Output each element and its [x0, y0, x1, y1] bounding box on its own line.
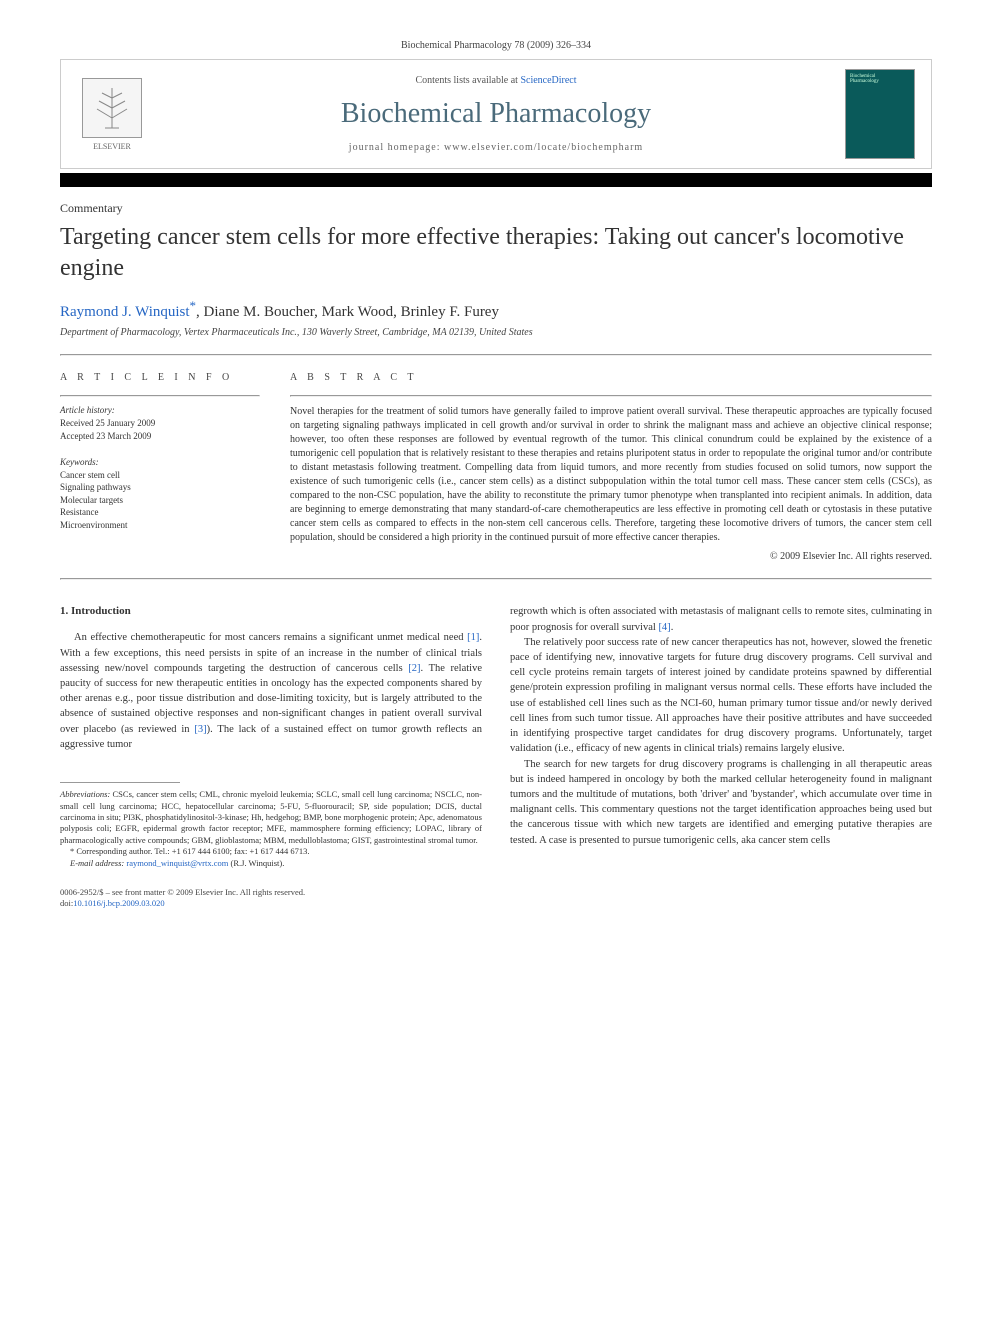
body-paragraph: An effective chemotherapeutic for most c… [60, 630, 482, 752]
front-matter-line: 0006-2952/$ – see front matter © 2009 El… [60, 887, 932, 898]
sciencedirect-link[interactable]: ScienceDirect [520, 75, 576, 86]
keyword: Signaling pathways [60, 481, 260, 494]
section-heading: 1. Introduction [60, 604, 482, 620]
journal-banner: ELSEVIER Contents lists available at Sci… [60, 59, 932, 169]
running-header: Biochemical Pharmacology 78 (2009) 326–3… [60, 40, 932, 51]
ref-link[interactable]: [1] [467, 632, 479, 643]
body-paragraph: The search for new targets for drug disc… [510, 757, 932, 848]
keyword: Molecular targets [60, 494, 260, 507]
history-label: Article history: [60, 405, 260, 415]
corresponding-author[interactable]: Raymond J. Winquist [60, 304, 190, 320]
homepage-link[interactable]: www.elsevier.com/locate/biochempharm [444, 142, 643, 153]
email-footnote: E-mail address: raymond_winquist@vrtx.co… [60, 858, 482, 869]
left-column: 1. Introduction An effective chemotherap… [60, 604, 482, 869]
body-columns: 1. Introduction An effective chemotherap… [60, 604, 932, 869]
copyright: © 2009 Elsevier Inc. All rights reserved… [290, 551, 932, 562]
ref-link[interactable]: [3] [194, 724, 206, 735]
journal-cover-thumb: Biochemical Pharmacology [845, 69, 915, 159]
abstract-column: A B S T R A C T Novel therapies for the … [290, 372, 932, 562]
publisher-label: ELSEVIER [93, 142, 131, 151]
email-link[interactable]: raymond_winquist@vrtx.com [126, 858, 228, 868]
received-date: Received 25 January 2009 [60, 417, 260, 430]
affiliation: Department of Pharmacology, Vertex Pharm… [60, 327, 932, 338]
keyword: Microenvironment [60, 519, 260, 532]
publisher-logo: ELSEVIER [77, 69, 147, 159]
body-paragraph: regrowth which is often associated with … [510, 604, 932, 634]
accepted-date: Accepted 23 March 2009 [60, 430, 260, 443]
homepage-line: journal homepage: www.elsevier.com/locat… [163, 142, 829, 153]
contents-line: Contents lists available at ScienceDirec… [163, 75, 829, 86]
info-heading: A R T I C L E I N F O [60, 372, 260, 383]
doi-line: doi:10.1016/j.bcp.2009.03.020 [60, 898, 932, 909]
keyword: Resistance [60, 506, 260, 519]
author-list: Raymond J. Winquist*, Diane M. Boucher, … [60, 298, 932, 321]
ref-link[interactable]: [4] [658, 622, 670, 633]
black-divider-bar [60, 173, 932, 187]
footnote-divider [60, 782, 180, 783]
keywords-label: Keywords: [60, 457, 260, 467]
info-abstract-row: A R T I C L E I N F O Article history: R… [60, 356, 932, 578]
article-title: Targeting cancer stem cells for more eff… [60, 222, 932, 284]
article-info-column: A R T I C L E I N F O Article history: R… [60, 372, 260, 562]
bottom-bar: 0006-2952/$ – see front matter © 2009 El… [60, 887, 932, 909]
abstract-heading: A B S T R A C T [290, 372, 932, 383]
corresponding-footnote: * Corresponding author. Tel.: +1 617 444… [60, 846, 482, 857]
keyword: Cancer stem cell [60, 469, 260, 482]
authors-rest: , Diane M. Boucher, Mark Wood, Brinley F… [196, 304, 499, 320]
divider [60, 578, 932, 580]
abbreviations-footnote: Abbreviations: CSCs, cancer stem cells; … [60, 789, 482, 846]
abstract-text: Novel therapies for the treatment of sol… [290, 405, 932, 545]
body-paragraph: The relatively poor success rate of new … [510, 635, 932, 757]
ref-link[interactable]: [2] [408, 663, 420, 674]
doi-link[interactable]: 10.1016/j.bcp.2009.03.020 [73, 898, 164, 908]
banner-center: Contents lists available at ScienceDirec… [163, 75, 829, 153]
journal-name: Biochemical Pharmacology [163, 98, 829, 130]
keywords-block: Keywords: Cancer stem cell Signaling pat… [60, 457, 260, 532]
page: Biochemical Pharmacology 78 (2009) 326–3… [0, 0, 992, 949]
right-column: regrowth which is often associated with … [510, 604, 932, 869]
article-type: Commentary [60, 201, 932, 216]
elsevier-tree-icon [82, 78, 142, 138]
